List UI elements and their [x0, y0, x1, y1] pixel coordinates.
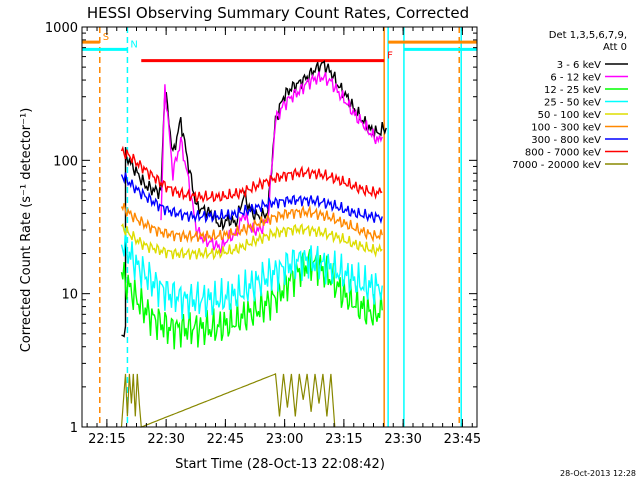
x-tick-label: 23:00	[266, 432, 303, 447]
x-axis-label: Start Time (28-Oct-13 22:08:42)	[175, 457, 385, 472]
x-tick-label: 23:45	[444, 432, 481, 447]
legend-header: Det 1,3,5,6,7,9,	[549, 30, 627, 41]
legend-label: 800 - 7000 keV	[525, 148, 601, 159]
flag-label: F	[387, 51, 393, 62]
legend-label: 100 - 300 keV	[531, 123, 601, 134]
series-line	[120, 223, 383, 261]
legend-label: 7000 - 20000 keV	[512, 160, 601, 171]
y-tick-label: 100	[53, 154, 78, 169]
series-line	[120, 227, 383, 320]
y-axis-label: Corrected Count Rate (s⁻¹ detector⁻¹)	[19, 108, 34, 353]
data-series	[120, 60, 387, 428]
flag-label: S	[103, 32, 109, 43]
legend-label: 12 - 25 keV	[544, 85, 601, 96]
series-line	[120, 172, 383, 225]
legend-header: Att 0	[603, 42, 627, 53]
legend: Det 1,3,5,6,7,9,Att 03 - 6 keV 6 - 12 keV…	[512, 30, 628, 171]
series-line	[120, 203, 383, 244]
x-axis: 22:15 22:30 22:45 23:00 23:15 23:30 23:45	[86, 27, 481, 447]
y-tick-label: 1000	[45, 21, 78, 36]
flag-label: N	[130, 39, 137, 50]
series-line	[120, 145, 383, 204]
y-axis: 1 10 100 1000	[45, 21, 477, 436]
legend-label: 6 - 12 keV	[550, 73, 601, 84]
footer-timestamp: 28-Oct-2013 12:28	[560, 469, 636, 478]
plot-frame	[81, 26, 478, 428]
observing-flags: S N F	[82, 32, 477, 63]
x-tick-label: 22:30	[147, 432, 184, 447]
series-line	[160, 71, 383, 254]
chart-title: HESSI Observing Summary Count Rates, Cor…	[87, 4, 469, 22]
legend-label: 25 - 50 keV	[544, 98, 601, 109]
legend-label: 50 - 100 keV	[538, 110, 602, 121]
x-tick-label: 23:15	[325, 432, 362, 447]
series-line	[120, 373, 336, 428]
x-tick-label: 22:15	[88, 432, 125, 447]
y-tick-label: 1	[70, 421, 78, 436]
x-tick-label: 22:45	[207, 432, 244, 447]
y-tick-label: 10	[61, 288, 78, 303]
x-tick-label: 23:30	[384, 432, 421, 447]
series-line	[120, 249, 383, 350]
legend-label: 300 - 800 keV	[531, 135, 601, 146]
legend-label: 3 - 6 keV	[557, 60, 601, 71]
